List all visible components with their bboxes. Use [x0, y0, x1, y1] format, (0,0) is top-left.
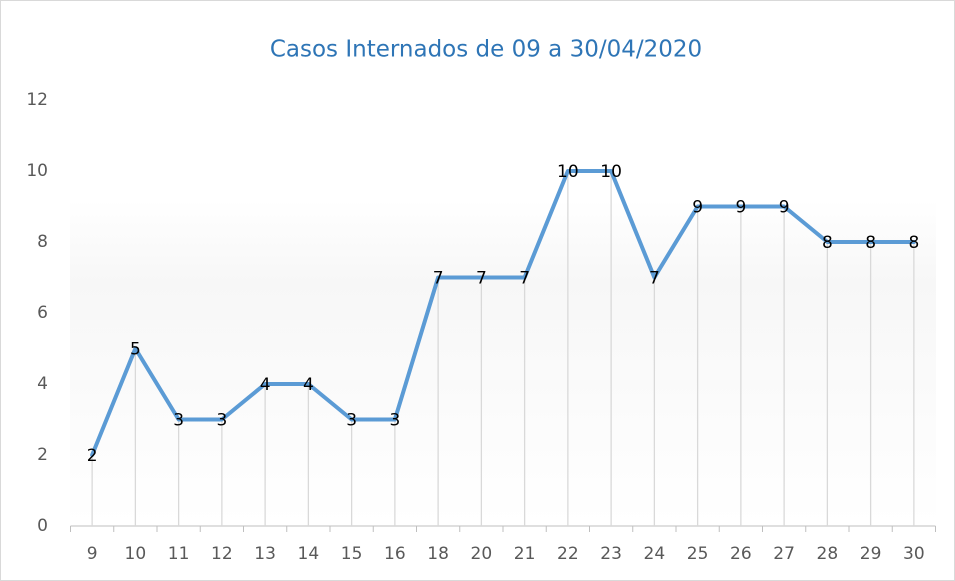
- y-tick-label: 0: [37, 516, 48, 536]
- x-tick-label: 14: [298, 544, 320, 564]
- data-label: 4: [260, 375, 271, 395]
- data-label: 3: [216, 411, 227, 431]
- x-tick-label: 26: [730, 544, 752, 564]
- x-tick-label: 22: [557, 544, 579, 564]
- data-label: 3: [346, 411, 357, 431]
- y-tick-label: 8: [37, 232, 48, 252]
- data-label: 10: [600, 162, 622, 182]
- data-label: 7: [649, 269, 660, 289]
- data-label: 9: [692, 198, 703, 218]
- data-label: 8: [908, 233, 919, 253]
- data-label: 5: [130, 340, 141, 360]
- y-tick-label: 6: [37, 303, 48, 323]
- x-tick-label: 18: [427, 544, 449, 564]
- x-tick-label: 9: [87, 544, 98, 564]
- plot-background: [70, 200, 936, 526]
- data-label: 7: [519, 269, 530, 289]
- x-tick-label: 16: [384, 544, 406, 564]
- x-tick-label: 28: [817, 544, 839, 564]
- x-tick-label: 25: [687, 544, 709, 564]
- data-label: 4: [303, 375, 314, 395]
- data-label: 8: [822, 233, 833, 253]
- data-label: 2: [87, 446, 98, 466]
- x-tick-label: 20: [471, 544, 493, 564]
- y-tick-label: 12: [26, 90, 48, 110]
- y-tick-label: 4: [37, 374, 48, 394]
- data-label: 3: [173, 411, 184, 431]
- data-label: 9: [779, 198, 790, 218]
- x-tick-label: 11: [168, 544, 190, 564]
- data-label: 7: [476, 269, 487, 289]
- x-tick-label: 12: [211, 544, 233, 564]
- x-tick-label: 23: [600, 544, 622, 564]
- x-tick-label: 15: [341, 544, 363, 564]
- x-tick-label: 30: [903, 544, 925, 564]
- x-tick-label: 27: [773, 544, 795, 564]
- data-label: 8: [865, 233, 876, 253]
- data-label: 7: [433, 269, 444, 289]
- data-label: 3: [389, 411, 400, 431]
- data-label: 9: [735, 198, 746, 218]
- x-tick-label: 21: [514, 544, 536, 564]
- y-tick-label: 10: [26, 161, 48, 181]
- data-label: 10: [557, 162, 579, 182]
- y-tick-label: 2: [37, 445, 48, 465]
- chart-title: Casos Internados de 09 a 30/04/2020: [270, 37, 702, 63]
- series-line: [90, 169, 916, 457]
- x-tick-label: 29: [860, 544, 882, 564]
- x-tick-label: 10: [125, 544, 147, 564]
- x-tick-label: 24: [644, 544, 666, 564]
- x-tick-label: 13: [254, 544, 276, 564]
